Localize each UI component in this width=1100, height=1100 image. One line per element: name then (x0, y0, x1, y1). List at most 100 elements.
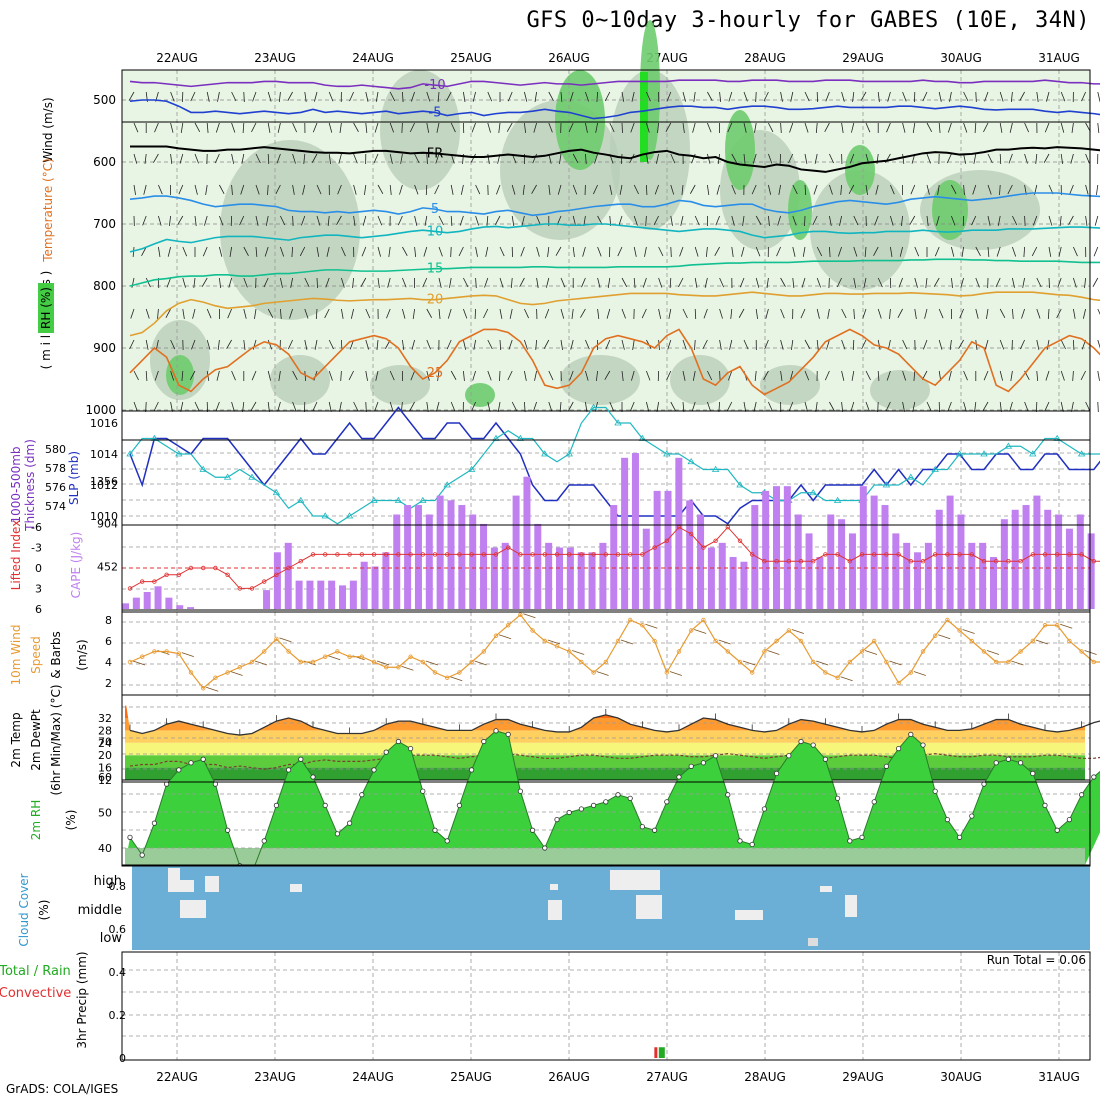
wind-barb (1012, 246, 1017, 257)
thickness-point (711, 465, 720, 472)
wind-barb (374, 401, 379, 412)
cape-tick-label: 904 (97, 518, 118, 531)
cape-tick-label: 1356 (90, 475, 118, 488)
thickness-point (370, 496, 378, 503)
wind-barb (656, 401, 659, 412)
rh-point (944, 816, 951, 823)
cape-bar (664, 490, 672, 609)
wind-barb (865, 370, 871, 381)
lifted-point (981, 559, 987, 564)
wind-barb (987, 184, 992, 195)
wind-barb (632, 339, 635, 350)
wind-barb-small (986, 650, 1000, 655)
wind-barb-small (596, 671, 609, 676)
wind-point (200, 686, 206, 691)
thickness-point (589, 403, 598, 410)
lifted-tick-label: -3 (31, 542, 42, 555)
wind-barb (951, 246, 955, 257)
wind-barb (265, 215, 269, 226)
cape-bar (903, 542, 911, 609)
wind-barb (1012, 308, 1014, 319)
wind-barb (450, 370, 457, 380)
wind-barb (755, 308, 758, 319)
cape-bar (697, 514, 705, 609)
y-tick-label: 500 (93, 93, 116, 107)
wind-barb (890, 246, 893, 257)
wind-barb (792, 277, 795, 288)
wind-barb (157, 308, 159, 319)
lifted-point (689, 531, 694, 537)
wind-barb (1060, 91, 1066, 102)
wind-point (152, 649, 157, 654)
wind-barb (400, 153, 403, 164)
cloud-cover-label: Cloud Cover (17, 873, 31, 946)
wind-barb (755, 215, 762, 225)
rh-high-region (845, 145, 875, 195)
wind-barb (669, 277, 672, 289)
wind-barb (422, 277, 428, 288)
wind-barb (520, 246, 525, 257)
wind-barb (280, 308, 282, 319)
wind-barb (424, 215, 428, 226)
temp-band (125, 730, 1085, 743)
wind-barb (658, 246, 664, 257)
wind-barb (619, 184, 623, 195)
y-tick-label: 900 (93, 341, 116, 355)
wind-barb-small (791, 629, 804, 634)
lifted-point (615, 552, 621, 557)
rh-point (359, 792, 365, 798)
wind-barb (227, 308, 232, 319)
wind-barb (182, 246, 188, 257)
rh-point (493, 728, 499, 734)
wind-barb (641, 308, 647, 319)
wind-point (310, 659, 316, 665)
wind-barb (267, 370, 272, 381)
wind-barb (841, 308, 847, 319)
wind-barb (948, 370, 952, 381)
x-tick-label-top: 30AUG (940, 51, 982, 65)
wind-barb (851, 370, 855, 381)
wind-barb (316, 277, 318, 289)
wind-barb (912, 401, 916, 412)
wind-point (750, 670, 755, 675)
wind-barb (217, 91, 220, 102)
wind-barb (1071, 401, 1074, 412)
wind-barb (987, 246, 990, 257)
cape-bar (686, 500, 694, 609)
wind-barb (960, 277, 964, 288)
wind-barb (312, 122, 318, 133)
wind-barb (768, 153, 773, 164)
wind-barb (644, 246, 647, 257)
thickness-tick-label: 576 (45, 481, 66, 494)
lifted-point (859, 552, 865, 557)
temp-label: 2m Temp (9, 712, 23, 767)
cape-bar (306, 580, 314, 609)
wind-tick-label: 6 (105, 635, 112, 648)
wind-barb (743, 401, 747, 412)
wind-barb (975, 91, 977, 103)
rh-point (334, 831, 340, 837)
thickness-tick-label: 574 (45, 500, 66, 513)
wind-barb (902, 122, 906, 133)
wind-barb (1036, 308, 1041, 319)
cape-bar (1011, 509, 1019, 609)
wind-barb (189, 370, 196, 381)
wind-barb (460, 184, 464, 195)
wind-barb (182, 308, 185, 319)
wind-barb (682, 370, 686, 381)
wind-barb (902, 153, 905, 164)
wind-barb (804, 122, 809, 133)
wind-barb (409, 401, 415, 411)
wind-barb (255, 184, 260, 195)
wind-point (445, 675, 450, 680)
wind-barb (780, 91, 783, 102)
wind-barb (890, 184, 895, 195)
wind-point (298, 659, 303, 665)
wind-barb (206, 339, 211, 350)
wind-barb (654, 184, 659, 195)
wind-barb (1057, 277, 1062, 288)
thickness-point (907, 473, 915, 480)
wind-point (1091, 659, 1096, 665)
wind-barb (791, 339, 794, 350)
wind-barb (1023, 246, 1025, 258)
